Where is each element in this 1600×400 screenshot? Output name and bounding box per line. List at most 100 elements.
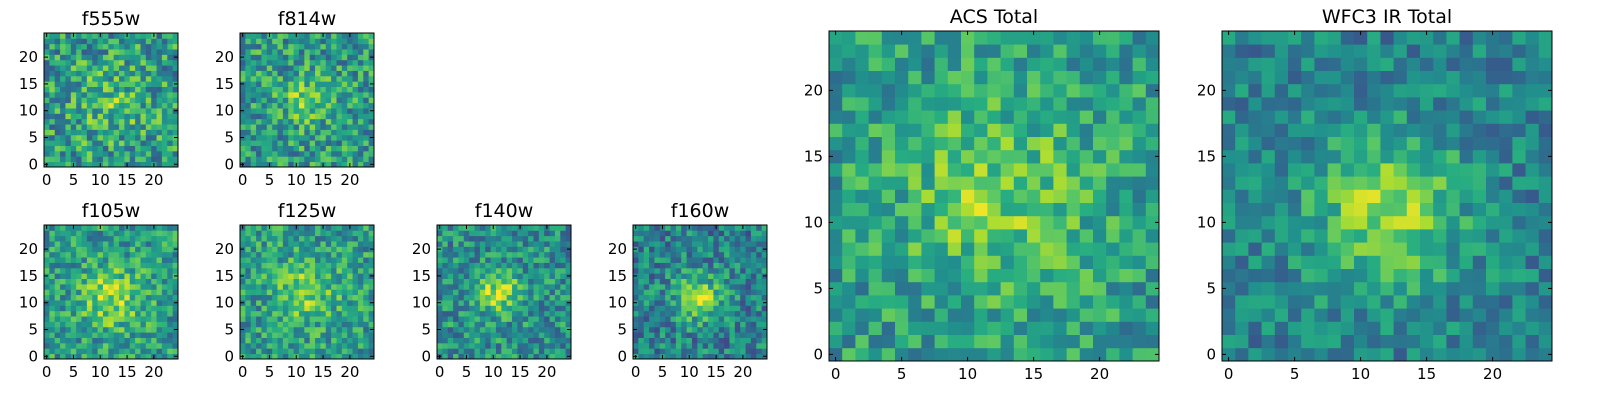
- heatmap-cell: [829, 242, 843, 256]
- heatmap-cell: [298, 140, 305, 146]
- heatmap-cell: [745, 235, 752, 242]
- heatmap-cell: [1367, 281, 1381, 296]
- heatmap-cell: [1367, 229, 1381, 243]
- heatmap-cell: [97, 273, 104, 279]
- heatmap-cell: [1027, 321, 1041, 335]
- heatmap-cell: [341, 70, 348, 77]
- heatmap-cell: [1053, 334, 1067, 349]
- heatmap-cell: [533, 257, 540, 263]
- heatmap-cell: [895, 321, 909, 335]
- heatmap-cell: [368, 49, 375, 55]
- heatmap-cell: [855, 268, 869, 283]
- heatmap-cell: [881, 163, 896, 177]
- heatmap-cell: [172, 283, 179, 290]
- heatmap-cell: [549, 283, 556, 290]
- heatmap-cell: [895, 242, 909, 256]
- heatmap-cell: [495, 267, 502, 274]
- heatmap-cell: [129, 283, 136, 290]
- heatmap-cell: [934, 321, 949, 335]
- heatmap-cell: [506, 300, 513, 306]
- heatmap-cell: [528, 262, 534, 269]
- heatmap-cell: [331, 124, 337, 130]
- heatmap-cell: [554, 289, 561, 296]
- heatmap-cell: [60, 124, 66, 130]
- heatmap-cell: [670, 251, 677, 258]
- heatmap-cell: [458, 316, 465, 322]
- heatmap-cell: [675, 337, 682, 344]
- heatmap-cell: [135, 59, 141, 66]
- heatmap-cell: [528, 300, 534, 306]
- heatmap-cell: [145, 108, 152, 114]
- heatmap-cell: [633, 332, 639, 338]
- heatmap-cell: [86, 150, 93, 157]
- heatmap-cell: [881, 136, 896, 151]
- heatmap-cell: [479, 251, 486, 258]
- heatmap-cell: [501, 225, 508, 231]
- heatmap-cell: [708, 332, 714, 338]
- heatmap-cell: [108, 86, 115, 93]
- heatmap-cell: [708, 241, 714, 247]
- heatmap-cell: [49, 59, 56, 66]
- heatmap-cell: [921, 308, 935, 322]
- heatmap-cell: [81, 75, 88, 82]
- heatmap-cell: [304, 65, 311, 71]
- heatmap-cell: [102, 140, 109, 146]
- heatmap-cell: [172, 278, 179, 285]
- heatmap-cell: [1106, 202, 1120, 217]
- heatmap-cell: [245, 124, 252, 130]
- heatmap-cell: [697, 241, 704, 247]
- heatmap-cell: [49, 246, 56, 253]
- heatmap-cell: [272, 54, 278, 61]
- heatmap-cell: [708, 273, 714, 279]
- heatmap-cell: [298, 113, 305, 120]
- heatmap-cell: [1538, 255, 1553, 269]
- heatmap-cell: [934, 229, 949, 243]
- heatmap-cell: [129, 246, 136, 253]
- heatmap-cell: [756, 230, 763, 237]
- heatmap-cell: [108, 300, 115, 306]
- heatmap-cell: [1013, 347, 1028, 362]
- heatmap-cell: [172, 310, 179, 317]
- heatmap-cell: [1499, 268, 1513, 283]
- heatmap-cell: [336, 316, 343, 322]
- heatmap-cell: [309, 118, 316, 125]
- heatmap-cell: [437, 241, 443, 247]
- heatmap-cell: [341, 337, 348, 344]
- heatmap-cell: [1459, 202, 1474, 217]
- heatmap-cells: [437, 225, 572, 360]
- heatmap-cell: [740, 316, 746, 322]
- heatmap-cell: [151, 348, 157, 355]
- heatmap-cell: [1093, 163, 1107, 177]
- heatmap-cell: [495, 353, 502, 360]
- heatmap-cells: [240, 225, 375, 360]
- heatmap-cell: [1145, 163, 1160, 177]
- heatmap-cell: [1420, 295, 1434, 309]
- heatmap-cell: [304, 43, 311, 50]
- heatmap-cell: [119, 235, 125, 242]
- heatmap-cell: [151, 235, 157, 242]
- heatmap-cell: [1248, 295, 1262, 309]
- heatmap-cell: [304, 332, 311, 338]
- heatmap-cell: [341, 38, 348, 45]
- heatmap-cell: [761, 337, 768, 344]
- heatmap-cell: [256, 59, 262, 66]
- heatmap-cell: [895, 149, 909, 164]
- heatmap-cell: [156, 230, 163, 237]
- heatmap-cell: [908, 123, 922, 137]
- heatmap-cell: [691, 305, 698, 312]
- heatmap-cell: [135, 33, 141, 39]
- heatmap-cell: [750, 251, 757, 258]
- heatmap-cell: [161, 235, 168, 242]
- heatmap-cell: [140, 353, 147, 360]
- heatmap-cell: [1538, 334, 1553, 349]
- heatmap-cell: [341, 348, 348, 355]
- heatmap-cell: [65, 65, 72, 71]
- heatmap-cell: [533, 225, 540, 231]
- heatmap-cell: [65, 43, 72, 50]
- heatmap-cell: [649, 294, 655, 301]
- heatmap-cell: [261, 54, 268, 61]
- heatmap-cell: [124, 108, 131, 114]
- heatmap-cell: [145, 310, 152, 317]
- heatmap-cell: [697, 332, 704, 338]
- heatmap-cell: [49, 257, 56, 263]
